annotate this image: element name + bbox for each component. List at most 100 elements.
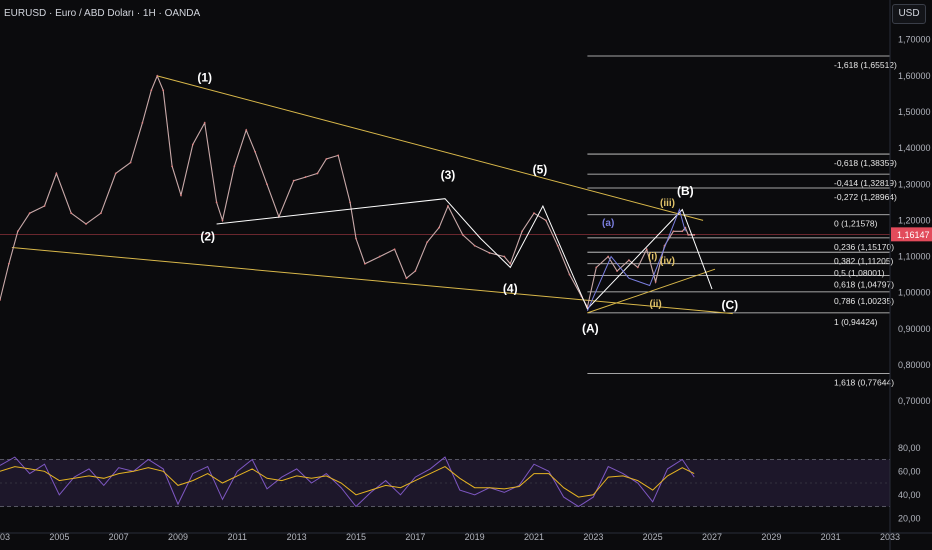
price-point [556, 244, 559, 247]
fib-level-label: 0,618 (1,04797) [834, 279, 894, 289]
price-point [114, 172, 117, 175]
elliott-wave-path [216, 198, 713, 310]
price-point [654, 280, 657, 283]
price-point [645, 248, 648, 251]
price-point [55, 172, 58, 175]
time-tick-label: 2017 [405, 532, 425, 542]
current-price-label: 1,16147 [897, 230, 930, 240]
wave-label: (i) [648, 251, 657, 262]
price-point [438, 226, 440, 229]
price-tick-label: 1,00000 [898, 288, 931, 298]
trendline [157, 75, 704, 221]
wave-label: (A) [582, 321, 599, 335]
time-tick-label: 2029 [761, 532, 781, 542]
price-point [607, 255, 610, 258]
price-point [254, 150, 257, 153]
price-point [221, 219, 224, 222]
price-point [292, 179, 295, 182]
price-pane: -1,618 (1,65512) -0,618 (1,38359) -0,414 (… [0, 55, 897, 387]
wave-label: (4) [503, 282, 518, 296]
wave-label: (iii) [660, 198, 675, 209]
price-point [129, 161, 132, 164]
price-point [681, 230, 684, 233]
rsi-line [0, 456, 695, 508]
price-tick-label: 1,50000 [898, 107, 931, 117]
time-tick-label: 2011 [228, 532, 247, 542]
price-point [355, 237, 357, 240]
rsi-tick-label: 80,00 [898, 443, 921, 453]
price-point [544, 219, 547, 222]
price-tick-label: 0,70000 [898, 396, 931, 406]
price-tick-label: 1,70000 [898, 35, 931, 45]
fib-level-label: -0,618 (1,38359) [834, 158, 897, 168]
wave-label: (3) [441, 168, 456, 182]
wave-label: (5) [533, 162, 548, 176]
price-point [636, 266, 639, 269]
trendline [11, 247, 733, 315]
time-tick-label: 2003 [0, 532, 10, 542]
price-axis: 1,70000 1,60000 1,50000 1,40000 1,30000 1,200… [889, 0, 932, 550]
fib-level-label: 0,786 (1,00235) [834, 296, 894, 306]
price-point [85, 223, 87, 225]
price-point [171, 165, 173, 168]
price-point [447, 205, 449, 207]
price-point [414, 270, 417, 272]
current-price-badge [891, 227, 932, 242]
price-point [405, 277, 408, 280]
elliott-subwave-path [586, 208, 686, 312]
time-tick-label: 2021 [524, 532, 544, 542]
fib-level-label: -0,414 (1,32819) [834, 178, 897, 188]
price-point [266, 183, 268, 186]
fib-level-label: 0,5 (1,08001) [834, 268, 885, 278]
price-tick-label: 0,90000 [898, 324, 931, 334]
price-point [16, 230, 19, 233]
price-point [150, 89, 153, 92]
price-point [304, 176, 307, 178]
wave-label: (2) [200, 229, 215, 243]
currency-button[interactable]: USD [892, 4, 926, 24]
price-point [393, 248, 396, 251]
price-point [378, 255, 381, 258]
fib-level-label: -1,618 (1,65512) [834, 60, 897, 70]
price-point [203, 121, 206, 124]
price-point [687, 233, 690, 236]
price-point [162, 89, 165, 92]
rsi-tick-label: 20,00 [898, 513, 921, 523]
price-tick-label: 1,60000 [898, 71, 931, 81]
price-point [70, 212, 73, 215]
wave-label: (B) [677, 184, 694, 198]
chart-title: EURUSD · Euro / ABD Doları · 1H · OANDA [4, 8, 201, 19]
price-point [595, 266, 598, 269]
price-point [533, 212, 535, 215]
time-tick-label: 2031 [821, 532, 841, 542]
price-point [473, 244, 476, 247]
price-point [215, 201, 218, 204]
price-point [568, 273, 571, 276]
time-tick-label: 2019 [465, 532, 485, 542]
price-point [7, 262, 10, 265]
wave-label: (a) [602, 218, 614, 229]
price-point [43, 205, 46, 207]
price-point [349, 201, 351, 204]
time-tick-label: 2023 [583, 532, 603, 542]
price-tick-label: 1,10000 [898, 252, 931, 262]
price-point [488, 252, 491, 254]
rsi-tick-label: 40,00 [898, 490, 921, 500]
rsi-pane [0, 456, 890, 508]
price-point [364, 262, 366, 265]
rsi-ma-line [0, 466, 695, 498]
time-tick-label: 2027 [702, 532, 722, 542]
wave-label: (C) [721, 298, 738, 312]
price-point [426, 241, 429, 244]
price-series-line [0, 74, 695, 309]
price-point [461, 233, 464, 236]
price-point [325, 158, 328, 160]
price-point [233, 165, 236, 168]
price-point [672, 230, 675, 233]
rsi-tick-label: 60,00 [898, 466, 921, 476]
time-tick-label: 2007 [109, 532, 129, 542]
fib-level-label: 1,618 (0,77644) [834, 377, 894, 387]
wave-label: (ii) [650, 299, 662, 310]
price-point [141, 121, 144, 124]
